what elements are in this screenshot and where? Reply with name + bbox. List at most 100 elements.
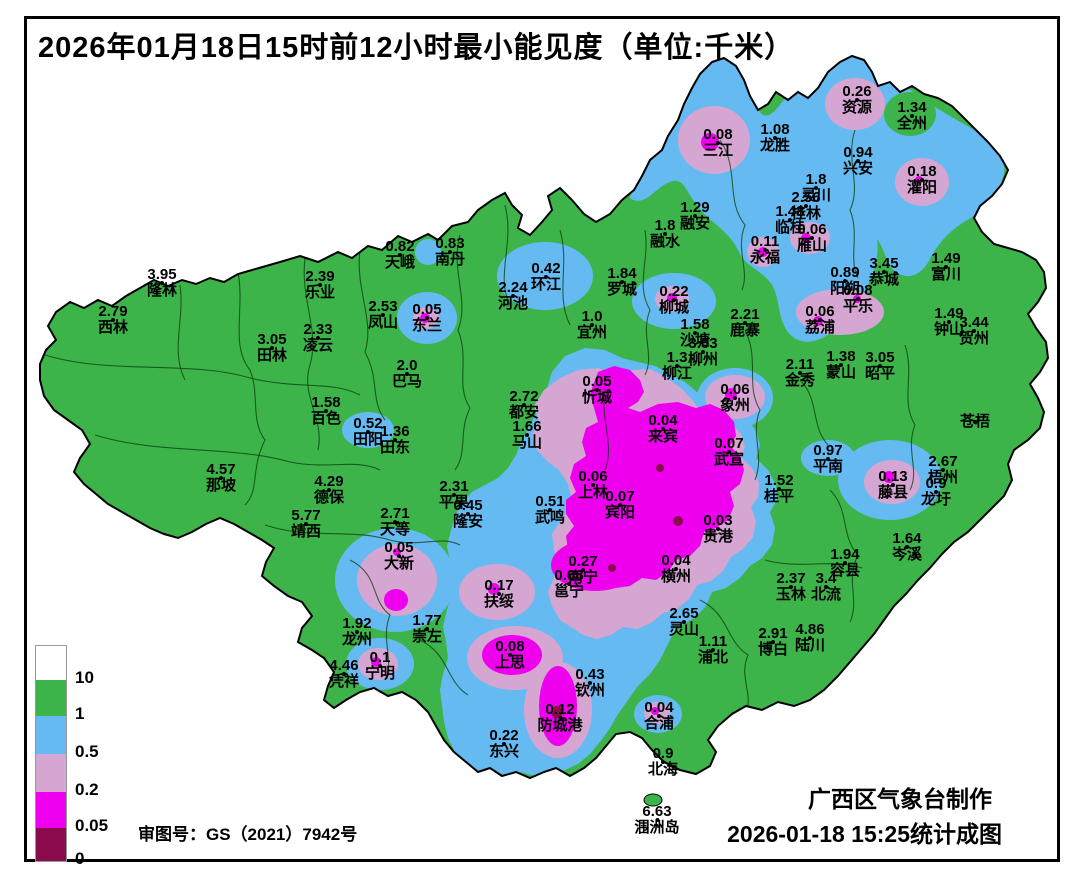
station-dot-icon [919, 178, 924, 182]
station-value: 1.38 [826, 348, 856, 365]
station-name: 荔浦 [804, 319, 836, 336]
station-value: 0.43 [575, 666, 605, 683]
station-value: 0.82 [385, 238, 415, 255]
station-label: 4.86 陆川 [795, 622, 825, 654]
station-dot-icon [424, 627, 429, 631]
station-value: 0.03 [703, 512, 733, 529]
station-value: 0.22 [659, 283, 689, 300]
station-dot-icon [940, 468, 945, 472]
station-name: 三江 [702, 142, 734, 159]
sanjiang-mag-dot [701, 133, 719, 151]
station-label: 2.33 凌云 [303, 322, 333, 354]
station-value: 0.42 [531, 260, 561, 277]
station-dot-icon [218, 476, 223, 480]
station-dot-icon [566, 582, 571, 586]
station-label: 3.95 隆林 [147, 267, 177, 299]
maker-credit: 广西区气象台制作 [808, 786, 992, 812]
station-name: 来宾 [647, 428, 679, 445]
station-label: 0.08 上思 [495, 639, 525, 671]
station-dot-icon [797, 371, 802, 375]
legend-label: 0.5 [75, 742, 99, 761]
station-label: 4.29 德保 [314, 474, 344, 506]
province-outline [39, 54, 1050, 780]
station-label: 0.06 荔浦 [805, 304, 835, 336]
station-name: 横州 [660, 568, 692, 585]
station-label: 0.11 永福 [750, 234, 780, 266]
station-dot-icon [673, 567, 678, 571]
station-label: 0.9 龙圩 [921, 476, 951, 508]
station-name: 藤县 [877, 484, 909, 501]
station-value: 5.77 [291, 507, 321, 524]
station-dot-icon [451, 493, 456, 497]
station-name: 雁山 [796, 237, 828, 254]
station-value: 0.27 [568, 553, 598, 570]
station-label: 1.0 宜州 [577, 309, 607, 341]
legend-label: 10 [75, 668, 94, 687]
weizhou-island [643, 793, 663, 807]
station-value: 0.08 [495, 638, 525, 655]
station-name: 靖西 [290, 523, 322, 540]
maroon-spot [608, 564, 616, 572]
station-label: 0.08 邕宁 [554, 568, 584, 600]
station-label: 0.26 资源 [842, 84, 872, 116]
station-name: 防城港 [537, 717, 583, 734]
station-value: 1.58 [680, 316, 710, 333]
station-dot-icon [380, 313, 385, 317]
station-label: 0.05 忻城 [582, 374, 612, 406]
station-value: 0.26 [842, 83, 872, 100]
station-name: 北流 [810, 586, 842, 603]
station-name: 凭祥 [328, 673, 360, 690]
station-label: 0.42 环江 [531, 261, 561, 293]
station-dot-icon [159, 281, 164, 285]
station-value: 2.0 [396, 357, 418, 374]
station-dot-icon [507, 653, 512, 657]
station-label: 1.48 临桂 [775, 204, 805, 236]
station-dot-icon [855, 159, 860, 163]
station-label: 0.52 田阳 [353, 416, 383, 448]
station-label: 0.03 贵港 [703, 513, 733, 545]
station-dot-icon [589, 323, 594, 327]
station-dot-icon [557, 716, 562, 720]
station-value: 0.9 [652, 745, 674, 762]
station-dot-icon [971, 329, 976, 333]
station-dot-icon [823, 585, 828, 589]
station-dot-icon [762, 248, 767, 252]
station-value: 1.3 [666, 349, 688, 366]
station-value: 1.84 [607, 265, 637, 282]
station-value: 3.4 [815, 570, 837, 587]
station-name: 灵山 [668, 621, 700, 638]
station-label: 1.52 桂平 [764, 473, 794, 505]
station-dot-icon [726, 450, 731, 454]
station-name: 灌阳 [906, 179, 938, 196]
ziyuan-plum [825, 78, 885, 130]
station-name: 南宁 [567, 569, 599, 586]
legend-color-block [36, 754, 66, 792]
station-value: 1.48 [775, 203, 805, 220]
station-value: 2.37 [776, 570, 806, 587]
station-dot-icon [662, 232, 667, 236]
station-name: 桂平 [763, 488, 795, 505]
station-value: 1.64 [892, 530, 922, 547]
station-label: 1.66 马山 [512, 419, 542, 451]
legend-label: 1 [75, 704, 85, 723]
station-label: 0.04 合浦 [644, 700, 674, 732]
station-dot-icon [315, 336, 320, 340]
station-dot-icon [594, 388, 599, 392]
station-label: 3.4 北流 [811, 571, 841, 603]
station-name: 东兰 [411, 317, 443, 334]
station-label: 2.53 凤山 [368, 299, 398, 331]
station-name: 临桂 [774, 219, 806, 236]
station-label: 0.9 北海 [648, 746, 678, 778]
map-frame [24, 16, 1060, 862]
station-dot-icon [809, 236, 814, 240]
station-dot-icon [825, 457, 830, 461]
station-name: 大新 [383, 555, 415, 572]
station-value: 2.65 [669, 605, 699, 622]
station-dot-icon [890, 483, 895, 487]
station-dot-icon [496, 592, 501, 596]
station-label: 0.83 南丹 [435, 236, 465, 268]
legend-color-block [36, 680, 66, 716]
station-name: 全州 [896, 115, 928, 132]
station-value: 0.04 [648, 412, 678, 429]
